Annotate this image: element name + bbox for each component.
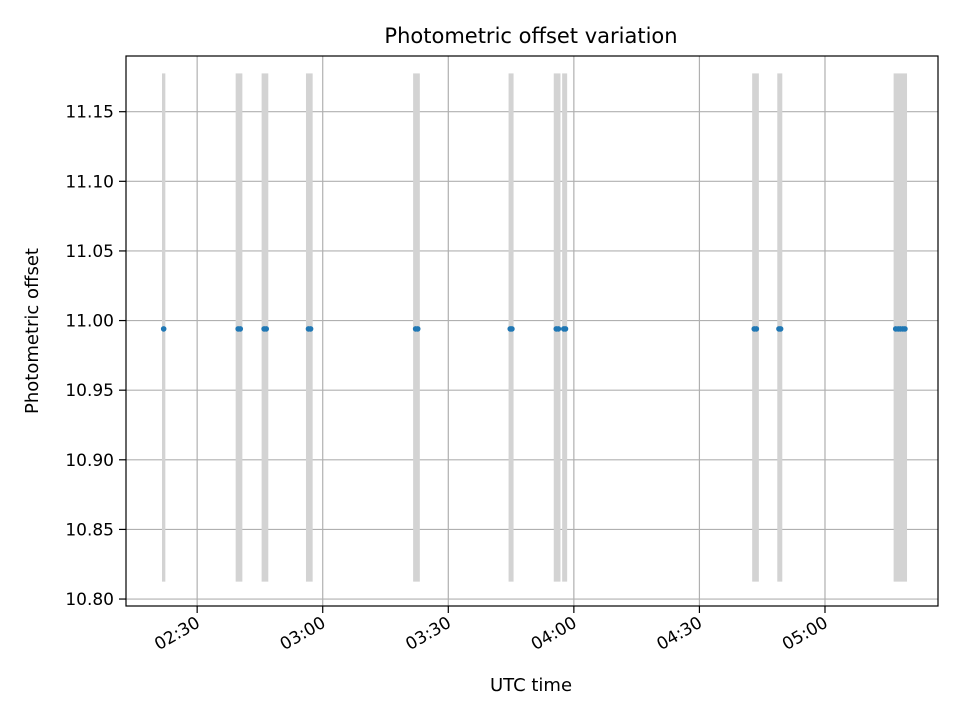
- plot-frame: [125, 55, 939, 607]
- y-tick-label: 11.05: [65, 242, 114, 262]
- y-tick-label: 11.10: [65, 172, 114, 192]
- data-point: [307, 326, 314, 332]
- chart-title: Photometric offset variation: [384, 24, 677, 48]
- data-point: [160, 326, 167, 332]
- data-point: [509, 326, 515, 332]
- y-axis: 10.80 10.85 10.90 10.95 11.00 11.05 11.10 11.15: [65, 103, 126, 610]
- y-tick-label: 10.95: [65, 381, 114, 401]
- y-tick-label: 10.80: [65, 590, 114, 610]
- data-point: [777, 326, 784, 332]
- grid-layer: [126, 56, 938, 606]
- x-axis-title: UTC time: [490, 675, 572, 696]
- data-point: [263, 326, 270, 332]
- y-axis-title: Photometric offset: [22, 248, 43, 414]
- data-point: [555, 326, 562, 332]
- data-point: [902, 326, 908, 332]
- data-point: [237, 326, 244, 332]
- data-point: [562, 326, 569, 332]
- points-layer: [160, 326, 908, 332]
- plot-area: [126, 56, 938, 606]
- y-tick-label: 10.85: [65, 520, 114, 540]
- y-tick-label: 11.00: [65, 312, 114, 332]
- data-point: [753, 326, 760, 332]
- y-tick-label: 11.15: [65, 103, 114, 123]
- y-tick-label: 10.90: [65, 451, 114, 471]
- data-point: [414, 326, 421, 332]
